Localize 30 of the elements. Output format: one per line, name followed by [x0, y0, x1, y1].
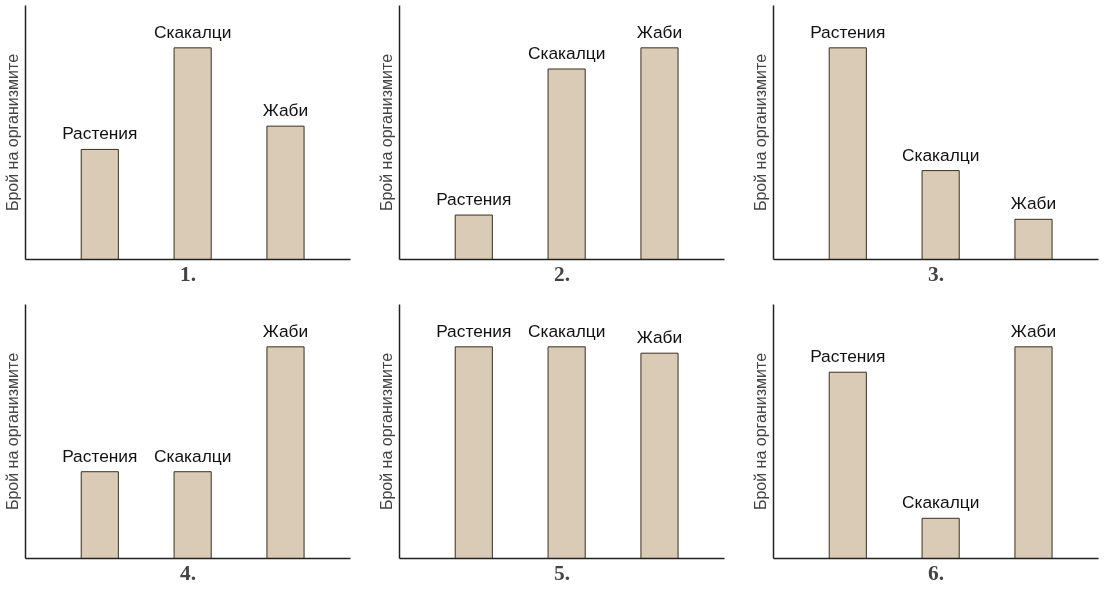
text: 6.	[928, 560, 944, 585]
x-tick-label: Жаби	[1010, 193, 1057, 214]
x-tick-label: Растения	[436, 320, 512, 341]
x-tick-label: Скакалци	[527, 43, 606, 63]
x-tick-label: Жаби	[262, 320, 309, 341]
x-tick-label: Скакалци	[153, 21, 232, 42]
x-tick-label: Скакалци	[153, 445, 232, 466]
x-tick-label: Жаби	[262, 100, 309, 121]
y-axis-title: Брой на организмите	[377, 53, 395, 212]
y-axis-title: Брой на организмите	[377, 352, 395, 511]
x-tick-label: Жаби	[1010, 320, 1057, 341]
x-tick-label: Растения	[62, 123, 138, 144]
y-axis-title: Брой на организмите	[3, 352, 21, 511]
x-tick-label: Жаби	[636, 327, 683, 348]
text: 5.	[554, 560, 570, 585]
x-tick-label: Скакалци	[527, 320, 606, 341]
x-tick-label: Скакалци	[901, 144, 980, 165]
y-axis-title: Брой на организмите	[751, 53, 769, 212]
y-axis-title: Брой на организмите	[3, 53, 21, 212]
x-tick-label: Растения	[810, 346, 886, 367]
x-tick-label: Растения	[810, 21, 886, 42]
x-tick-label: Жаби	[636, 21, 683, 42]
text: 4.	[180, 560, 196, 585]
x-tick-label: Растения	[62, 445, 138, 466]
text: 3.	[928, 261, 944, 286]
text: 1.	[180, 261, 196, 286]
y-axis-title: Брой на организмите	[751, 352, 769, 511]
x-tick-label: Скакалци	[901, 492, 980, 513]
x-tick-label: Растения	[436, 189, 512, 210]
text: 2.	[554, 261, 570, 286]
